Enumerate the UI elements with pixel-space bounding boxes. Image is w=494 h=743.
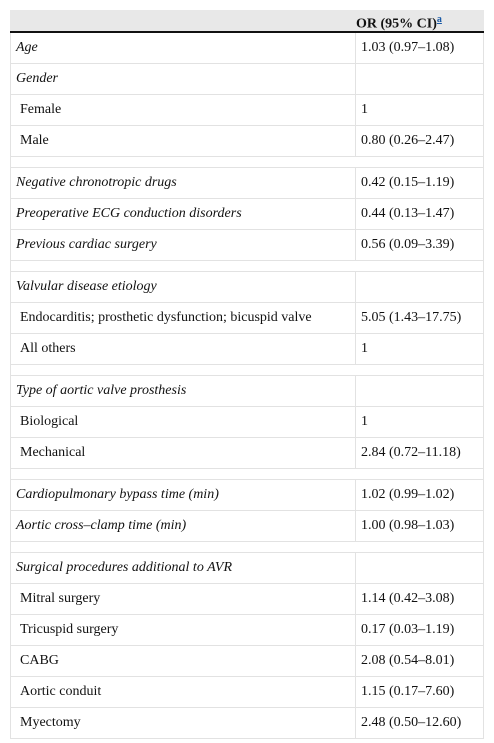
or-value: 2.48 (0.50–12.60) [355,708,461,738]
row-label: CABG [20,653,59,668]
variable-row: Gender [10,64,484,95]
or-value: 0.42 (0.15–1.19) [355,168,454,198]
variable-row: Preoperative ECG conduction disorders 0.4… [10,199,484,230]
or-value [355,272,361,302]
or-value: 2.08 (0.54–8.01) [355,646,454,676]
level-row: Aortic conduit 1.15 (0.17–7.60) [10,677,484,708]
row-label: Female [20,102,62,117]
variable-row: Surgical procedures additional to AVR [10,553,484,584]
spacer-row [10,261,484,272]
level-row: Endocarditis; prosthetic dysfunction; bi… [10,303,484,334]
level-row: All others 1 [10,334,484,365]
row-label: Previous cardiac surgery [16,237,157,252]
row-label: Myectomy [20,715,81,730]
level-row: CABG 2.08 (0.54–8.01) [10,646,484,677]
row-label: Surgical procedures additional to AVR [16,560,233,575]
row-label: Valvular disease etiology [16,279,157,294]
column-title: OR (95% CI) [356,16,437,32]
variable-row: Valvular disease etiology [10,272,484,303]
or-value: 0.17 (0.03–1.19) [355,615,454,645]
variable-row: Cardiopulmonary bypass time (min) 1.02 (0… [10,480,484,511]
table-header: OR (95% CI)a [10,10,484,33]
or-value: 1.15 (0.17–7.60) [355,677,454,707]
or-value: 1.14 (0.42–3.08) [355,584,454,614]
spacer-row [10,469,484,480]
level-row: Mechanical 2.84 (0.72–11.18) [10,438,484,469]
or-value: 1 [355,95,368,125]
row-label: Negative chronotropic drugs [16,175,177,190]
or-value [355,64,361,94]
variable-row: Aortic cross–clamp time (min) 1.00 (0.98–… [10,511,484,542]
or-value: 1 [355,407,368,437]
variable-row: Type of aortic valve prosthesis [10,376,484,407]
row-label: Aortic cross–clamp time (min) [16,518,187,533]
or-value: 1.03 (0.97–1.08) [355,33,454,63]
level-row: Myectomy 2.48 (0.50–12.60) [10,708,484,739]
level-row: Female 1 [10,95,484,126]
row-label: Mitral surgery [20,591,101,606]
or-value [355,376,361,406]
level-row: Male 0.80 (0.26–2.47) [10,126,484,157]
row-label: Type of aortic valve prosthesis [16,383,187,398]
or-value: 2.84 (0.72–11.18) [355,438,461,468]
row-label: Cardiopulmonary bypass time (min) [16,487,219,502]
column-header: OR (95% CI)a [356,12,442,33]
spacer-row [10,365,484,376]
or-value: 1.00 (0.98–1.03) [355,511,454,541]
level-row: Tricuspid surgery 0.17 (0.03–1.19) [10,615,484,646]
level-row: Mitral surgery 1.14 (0.42–3.08) [10,584,484,615]
or-value: 1.02 (0.99–1.02) [355,480,454,510]
spacer-row [10,542,484,553]
footnote-link[interactable]: a [436,14,442,25]
or-value: 0.56 (0.09–3.39) [355,230,454,260]
spacer-row [10,157,484,168]
or-value: 5.05 (1.43–17.75) [355,303,461,333]
table: OR (95% CI)a Age 1.03 (0.97–1.08) Gender Fe… [10,10,484,739]
row-label: Endocarditis; prosthetic dysfunction; bi… [20,310,312,325]
or-value: 0.44 (0.13–1.47) [355,199,454,229]
variable-row: Negative chronotropic drugs 0.42 (0.15–1.… [10,168,484,199]
row-label: Biological [20,414,79,429]
row-label: Male [20,133,49,148]
or-value [355,553,361,583]
or-value: 1 [355,334,368,364]
row-label: Tricuspid surgery [20,622,119,637]
variable-row: Age 1.03 (0.97–1.08) [10,33,484,64]
level-row: Biological 1 [10,407,484,438]
variable-row: Previous cardiac surgery 0.56 (0.09–3.39) [10,230,484,261]
row-label: Age [16,40,38,55]
or-value: 0.80 (0.26–2.47) [355,126,454,156]
row-label: Preoperative ECG conduction disorders [16,206,242,221]
row-label: Aortic conduit [20,684,102,699]
row-label: All others [20,341,76,356]
row-label: Gender [16,71,58,86]
row-label: Mechanical [20,445,86,460]
